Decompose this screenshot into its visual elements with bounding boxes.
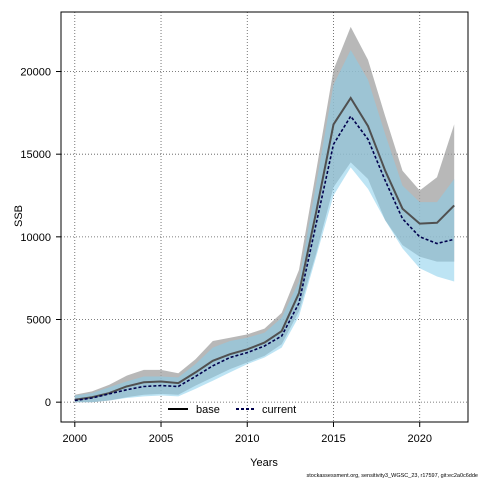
y-tick-label-15000: 15000 (20, 149, 51, 161)
y-axis-title: SSB (13, 205, 25, 227)
confidence-bands (74, 26, 455, 403)
series-line-base (74, 96, 455, 401)
x-tick-label-2015: 2015 (321, 433, 345, 445)
x-tick-label-2010: 2010 (235, 433, 259, 445)
x-axis: 2000 2005 2010 2015 2020 (63, 422, 432, 445)
legend-label-base: base (196, 404, 220, 416)
x-axis-title: Years (250, 457, 278, 469)
confidence-band-current (74, 50, 455, 403)
y-axis: 0 5000 10000 15000 20000 (20, 67, 61, 409)
x-tick-label-2000: 2000 (63, 433, 87, 445)
footnote: stockassessment.org, sensitivity3_WGSC_2… (306, 473, 478, 479)
y-tick-label-10000: 10000 (20, 232, 51, 244)
y-tick-label-5000: 5000 (27, 315, 51, 327)
plot-frame (60, 11, 469, 423)
x-tick-label-2005: 2005 (149, 433, 173, 445)
legend-label-current: current (262, 404, 296, 416)
series-line-current (74, 114, 455, 402)
series-lines (74, 96, 455, 402)
x-tick-label-2020: 2020 (407, 433, 431, 445)
y-tick-label-20000: 20000 (20, 67, 51, 79)
legend: base current (168, 404, 296, 416)
y-tick-label-0: 0 (45, 397, 51, 409)
